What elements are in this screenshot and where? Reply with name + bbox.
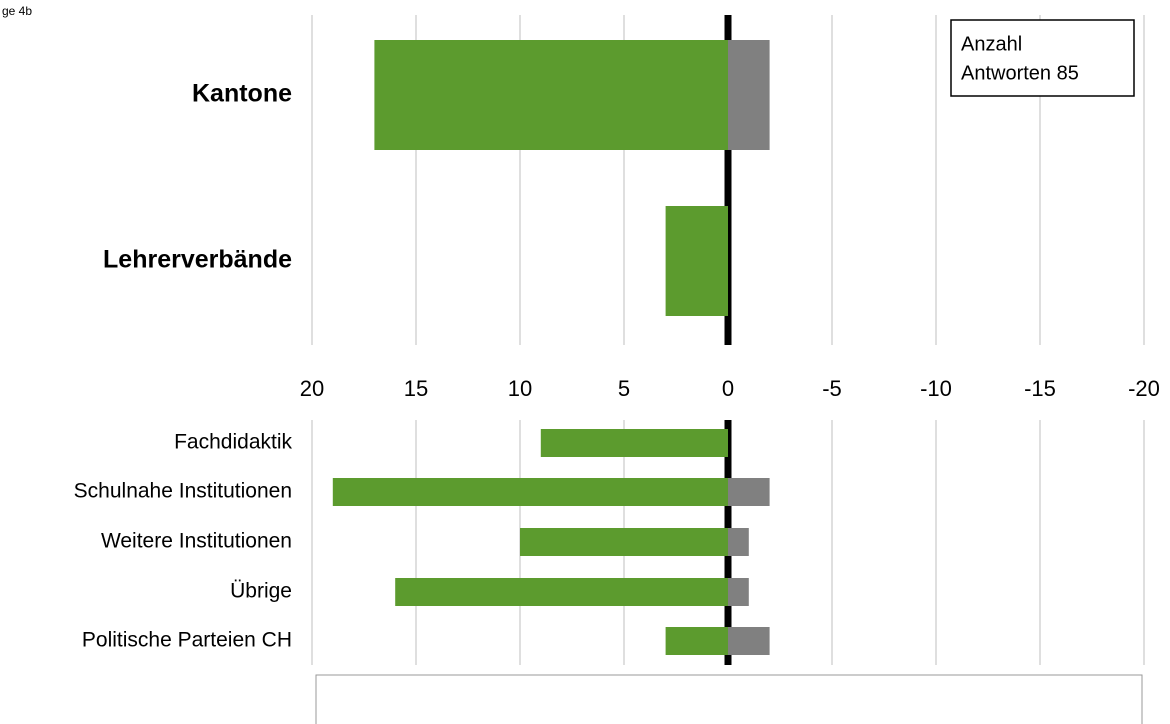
bar [520, 528, 728, 556]
x-tick-label: 15 [404, 376, 428, 401]
chart-title: ge 4b [2, 4, 32, 18]
x-tick-label: 5 [618, 376, 630, 401]
y-tick-label: Lehrerverbände [103, 246, 292, 274]
annotation: Antworten 85 [961, 62, 1079, 84]
bar [728, 40, 770, 150]
y-tick-label: Schulnahe Institutionen [74, 480, 292, 503]
x-tick-label: -15 [1024, 376, 1056, 401]
bar [374, 40, 728, 150]
bar [395, 578, 728, 606]
x-tick-label: -5 [822, 376, 842, 401]
x-tick-label: 10 [508, 376, 532, 401]
y-tick-label: Übrige [230, 580, 292, 603]
annotation-box [950, 19, 1135, 97]
bar [332, 478, 728, 506]
bar [728, 627, 770, 655]
y-tick-label: Politische Parteien CH [82, 629, 292, 652]
y-tick-label: Kantone [192, 80, 292, 108]
y-tick-label: Fachdidaktik [174, 431, 292, 454]
x-tick-label: -20 [1128, 376, 1160, 401]
bar [540, 429, 728, 457]
x-tick-label: 20 [300, 376, 324, 401]
y-tick-label: Weitere Institutionen [101, 530, 292, 553]
annotation: Anzahl [961, 33, 1022, 55]
x-tick-label: 0 [722, 376, 734, 401]
x-tick-label: -10 [920, 376, 952, 401]
bar [665, 206, 728, 316]
bar [728, 528, 749, 556]
legend-box [315, 674, 1143, 724]
bar [728, 578, 749, 606]
bar [728, 478, 770, 506]
bar [665, 627, 728, 655]
